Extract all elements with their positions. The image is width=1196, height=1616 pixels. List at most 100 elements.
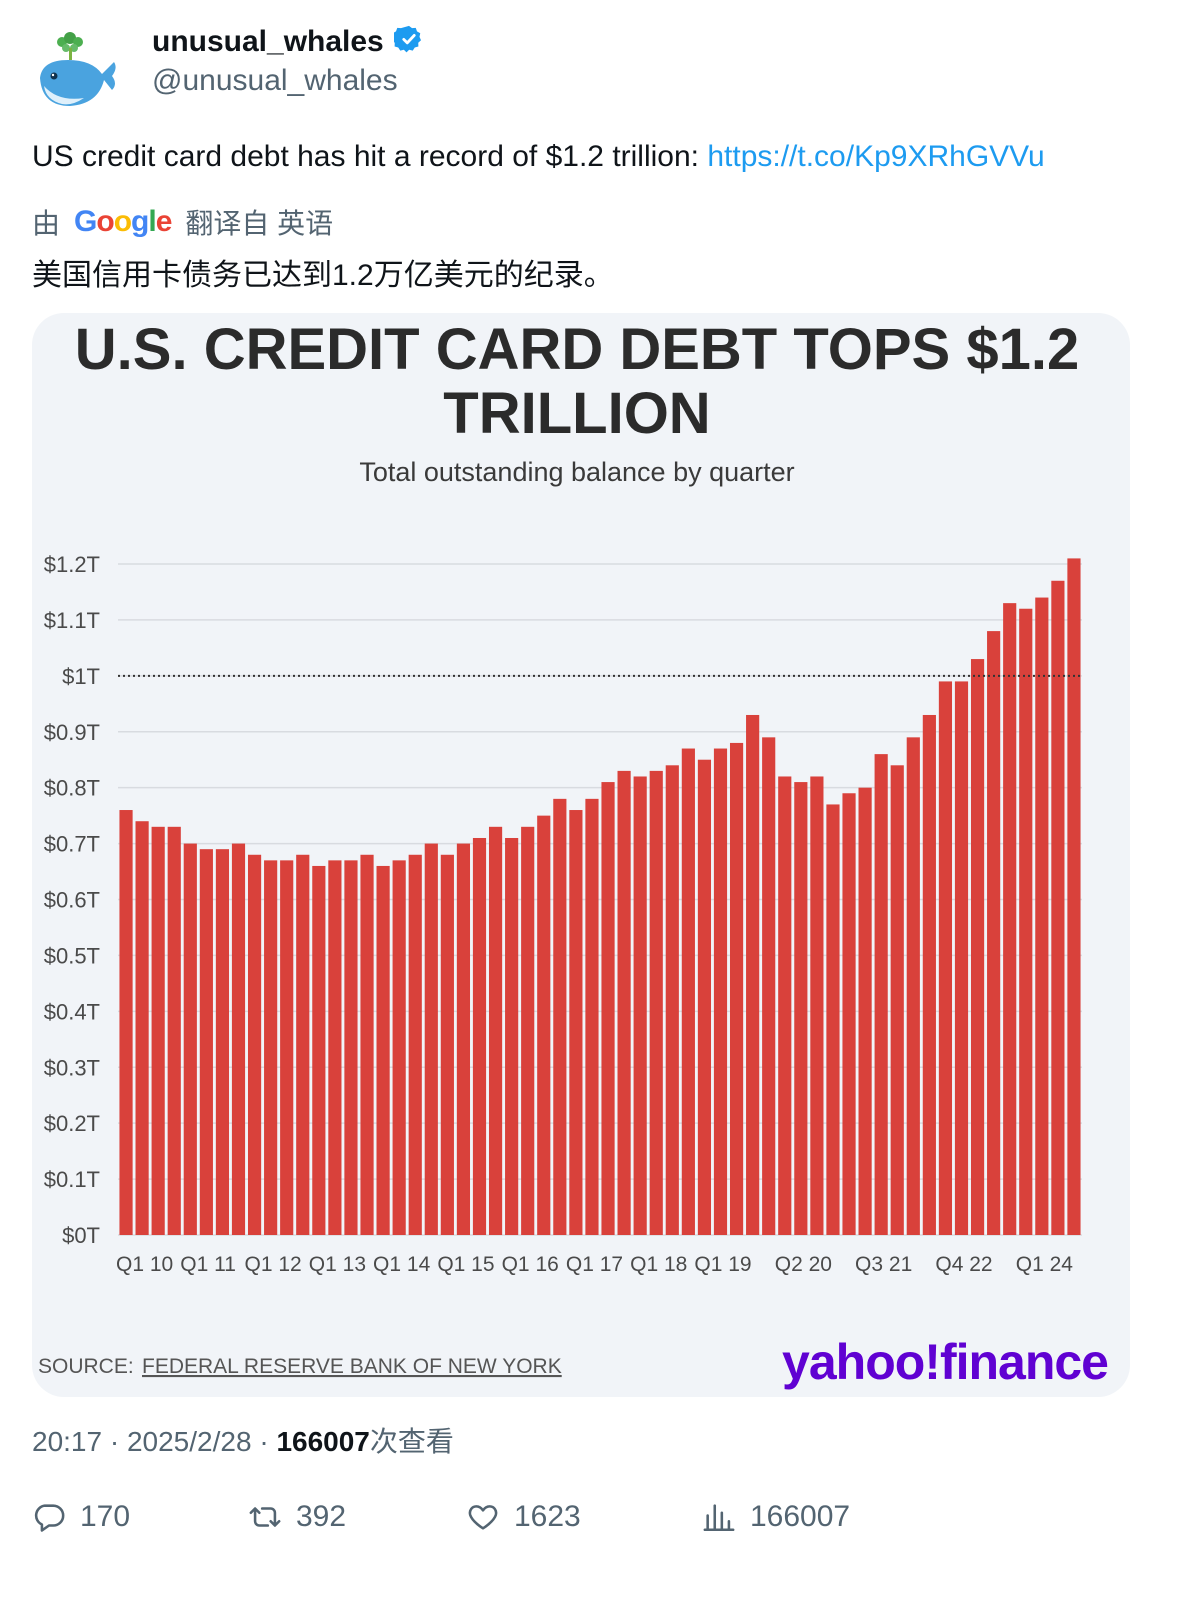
bar [665,765,679,1235]
bar [585,798,599,1235]
tweet-media-image[interactable]: U.S. CREDIT CARD DEBT TOPS $1.2 TRILLION… [32,313,1130,1397]
bar [697,759,712,1235]
x-tick-label: Q1 13 [309,1253,366,1276]
x-tick-label: Q1 19 [694,1253,751,1276]
bar [280,860,294,1235]
bar [601,782,615,1235]
views-button[interactable]: 166007 [702,1500,850,1534]
source-name: FEDERAL RESERVE BANK OF NEW YORK [142,1355,562,1378]
tweet-time[interactable]: 20:17 [32,1426,103,1457]
bar [247,854,262,1235]
y-tick-label: $1.2T [44,552,100,577]
bar [231,843,246,1235]
bar [312,865,326,1235]
reply-icon [34,1504,65,1532]
bar [906,737,920,1235]
repost-count: 392 [296,1500,347,1533]
bar [826,804,840,1235]
bar [569,810,583,1235]
x-tick-label: Q1 14 [373,1253,431,1276]
bar [970,659,985,1235]
bar [472,837,487,1235]
bar [440,854,454,1235]
view-label: 次查看 [369,1426,454,1457]
heart-icon [468,1505,498,1530]
bar [681,748,695,1235]
bar [199,849,213,1235]
bar [810,776,824,1235]
like-button[interactable]: 1623 [466,1500,581,1534]
bar [183,843,197,1235]
tweet-link[interactable]: https://t.co/Kp9XRhGVVu [707,140,1045,173]
y-tick-label: $0.6T [44,888,100,913]
reply-button[interactable]: 170 [32,1500,130,1534]
translation-suffix: 翻译自 英语 [185,208,334,239]
bar [762,737,776,1235]
x-tick-label: Q1 12 [245,1253,302,1276]
chart-title: U.S. CREDIT CARD DEBT TOPS $1.2 [75,317,1079,382]
bar [746,714,760,1235]
bar [1051,580,1065,1235]
x-tick-label: Q1 18 [630,1253,687,1276]
bar [408,854,422,1235]
google-logo[interactable]: Google [74,205,172,238]
y-tick-label: $0.2T [44,1111,100,1136]
verified-badge-icon [391,24,424,59]
bar [264,860,278,1235]
tweet-header: unusual_whales @unusual_whales [32,24,1162,116]
bar [713,748,728,1235]
bar [987,631,1001,1235]
author-handle[interactable]: @unusual_whales [152,64,398,97]
like-count: 1623 [514,1500,581,1533]
repost-icon [249,1507,281,1527]
repost-button[interactable]: 392 [248,1500,346,1534]
bar [778,776,792,1235]
bar [167,826,181,1235]
avatar[interactable] [32,28,120,116]
x-tick-label: Q2 20 [775,1253,832,1276]
tweet-date[interactable]: 2025/2/28 [126,1426,252,1457]
bar [376,865,390,1235]
bar [296,854,310,1235]
bar [649,770,663,1235]
bar [505,837,519,1235]
y-tick-label: $0.7T [44,832,100,857]
bar [344,860,358,1235]
bar [1003,603,1017,1235]
y-tick-label: $1T [62,664,100,689]
bar [135,821,149,1235]
bar [1035,597,1049,1235]
bar [617,770,631,1235]
bar [874,754,888,1235]
x-tick-label: Q1 16 [502,1253,559,1276]
bar [842,793,856,1235]
y-tick-label: $0.3T [44,1055,100,1080]
display-name[interactable]: unusual_whales [152,24,384,58]
chart-subtitle: Total outstanding balance by quarter [359,457,794,487]
tweet-text: US credit card debt has hit a record of … [32,140,1045,174]
meta-separator: · [102,1426,127,1457]
source-prefix: SOURCE: [38,1355,134,1378]
reply-count: 170 [80,1500,131,1533]
bar [858,787,872,1235]
x-tick-label: Q4 22 [935,1253,992,1276]
y-tick-label: $0.1T [44,1167,100,1192]
y-tick-label: $0.8T [44,776,100,801]
bar [794,782,808,1235]
tweet-meta: 20:17 · 2025/2/28 · 166007次查看 [32,1420,454,1460]
bar [119,810,133,1235]
bar [151,826,165,1235]
tweet-body: US credit card debt has hit a record of … [32,140,708,173]
x-tick-label: Q1 17 [566,1253,623,1276]
bar [1067,558,1081,1235]
x-tick-label: Q1 24 [1016,1253,1074,1276]
translated-text: 美国信用卡债务已达到1.2万亿美元的纪录。 [32,259,614,292]
y-tick-label: $1.1T [44,608,100,633]
y-tick-label: $0.4T [44,999,100,1024]
translation-prefix: 由 [32,208,61,239]
x-tick-label: Q3 21 [855,1253,912,1276]
y-tick-label: $0T [62,1223,100,1248]
bar [215,849,230,1235]
bar [392,860,406,1235]
action-bar: 170 392 1623 166007 [32,1500,1162,1550]
